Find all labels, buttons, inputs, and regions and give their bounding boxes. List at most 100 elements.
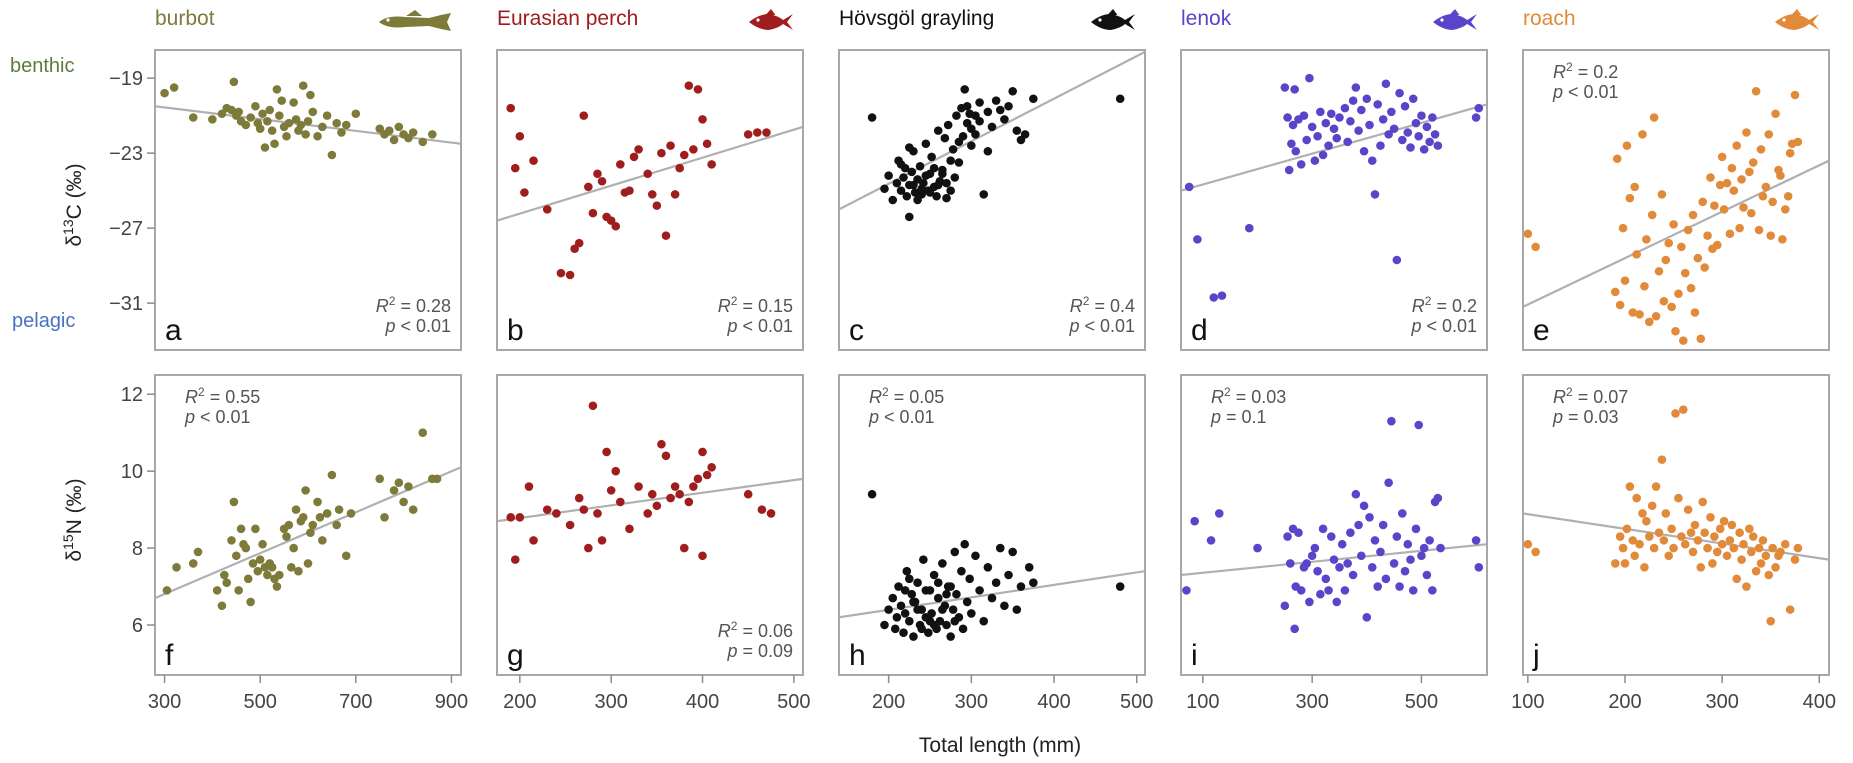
data-point bbox=[1296, 160, 1306, 169]
data-point bbox=[1326, 532, 1336, 541]
panel-g: 200 300 400 500 g R2 = 0.06p = 0.09 bbox=[496, 374, 811, 713]
data-point bbox=[1302, 559, 1311, 568]
pelagic-label: pelagic bbox=[12, 310, 75, 332]
data-point bbox=[341, 551, 351, 561]
data-point bbox=[921, 586, 931, 595]
data-point bbox=[606, 486, 616, 495]
data-point bbox=[1729, 543, 1739, 553]
data-point bbox=[1403, 128, 1413, 137]
data-point bbox=[757, 505, 767, 514]
data-point bbox=[950, 173, 960, 182]
data-point bbox=[1373, 100, 1383, 109]
data-point bbox=[1635, 310, 1644, 319]
data-point bbox=[1288, 120, 1298, 130]
panel-letter: b bbox=[507, 314, 524, 347]
data-point bbox=[1408, 94, 1418, 104]
data-point bbox=[890, 624, 900, 634]
data-point bbox=[241, 120, 251, 130]
data-point bbox=[520, 188, 529, 197]
data-point bbox=[899, 173, 908, 182]
data-point bbox=[1756, 145, 1766, 154]
x-tick-label: 300 bbox=[1705, 691, 1738, 713]
data-point bbox=[1214, 509, 1224, 518]
data-point bbox=[1678, 336, 1688, 345]
data-point bbox=[1346, 528, 1355, 537]
data-point bbox=[888, 593, 898, 603]
data-point bbox=[1348, 96, 1358, 105]
data-point bbox=[394, 478, 404, 487]
y-axis-title-d13c-delta: δ bbox=[63, 235, 86, 247]
data-point bbox=[1615, 532, 1625, 541]
data-point bbox=[929, 570, 939, 580]
data-point bbox=[220, 570, 229, 580]
data-point bbox=[251, 524, 260, 534]
data-point bbox=[1698, 197, 1708, 207]
y-axis-title-d13c: δ13C (‰) bbox=[60, 163, 86, 246]
data-point bbox=[948, 605, 958, 614]
data-point bbox=[894, 582, 903, 591]
data-point bbox=[952, 111, 961, 120]
data-point bbox=[394, 122, 404, 132]
data-point bbox=[234, 107, 243, 117]
data-point bbox=[1008, 86, 1017, 96]
data-point bbox=[1321, 118, 1331, 128]
plot-area bbox=[498, 81, 802, 280]
x-tick-label: 500 bbox=[244, 691, 277, 713]
data-point bbox=[255, 124, 265, 134]
data-point bbox=[275, 570, 284, 580]
data-point bbox=[1710, 532, 1719, 541]
data-point bbox=[322, 509, 332, 518]
data-point bbox=[967, 124, 976, 134]
data-point bbox=[160, 88, 169, 98]
data-point bbox=[1000, 601, 1009, 611]
data-point bbox=[946, 632, 955, 641]
data-point bbox=[643, 509, 653, 518]
data-point bbox=[1771, 109, 1780, 119]
x-tick-label: 700 bbox=[339, 691, 372, 713]
data-point bbox=[1307, 122, 1317, 132]
data-point bbox=[1659, 536, 1669, 545]
data-point bbox=[1630, 182, 1640, 192]
data-point bbox=[962, 101, 972, 111]
plot-area bbox=[1524, 405, 1828, 626]
data-point bbox=[408, 505, 418, 514]
panel-f: 6 8 10 12 300 500 700 900 f R2 = 0.55p < 0.01 bbox=[121, 374, 468, 713]
data-point bbox=[647, 190, 657, 199]
data-point bbox=[1625, 482, 1635, 491]
data-point bbox=[1406, 143, 1415, 152]
data-point bbox=[1378, 520, 1388, 530]
data-point bbox=[301, 130, 310, 139]
data-point bbox=[1735, 223, 1744, 233]
data-point bbox=[1422, 122, 1432, 132]
species-title: lenok bbox=[1181, 7, 1232, 30]
data-point bbox=[270, 139, 279, 149]
data-point bbox=[258, 539, 267, 549]
data-point bbox=[1688, 547, 1698, 557]
data-point bbox=[282, 532, 291, 541]
data-point bbox=[584, 543, 593, 553]
data-point bbox=[1706, 513, 1715, 522]
data-point bbox=[954, 137, 964, 147]
data-point bbox=[943, 120, 953, 130]
data-point bbox=[1326, 109, 1336, 119]
benthic-label: benthic bbox=[10, 55, 75, 77]
data-point bbox=[1649, 543, 1659, 553]
plot-area bbox=[840, 489, 1144, 641]
data-point bbox=[389, 486, 399, 495]
panel-c: c R2 = 0.4p < 0.01 bbox=[838, 49, 1146, 351]
data-point bbox=[743, 489, 753, 499]
panel-frame bbox=[1180, 374, 1488, 676]
panel-letter: e bbox=[1533, 314, 1550, 347]
data-point bbox=[593, 509, 602, 518]
data-point bbox=[1719, 205, 1729, 214]
data-point bbox=[337, 128, 346, 137]
data-point bbox=[867, 113, 877, 122]
data-point bbox=[1698, 497, 1708, 507]
y-tick-label: 12 bbox=[121, 384, 143, 406]
r-squared-label: R2 = 0.03 bbox=[1211, 385, 1286, 407]
data-point bbox=[904, 616, 914, 626]
data-point bbox=[965, 574, 974, 584]
data-point bbox=[1471, 113, 1481, 122]
data-point bbox=[1625, 193, 1635, 203]
data-point bbox=[1365, 513, 1374, 522]
